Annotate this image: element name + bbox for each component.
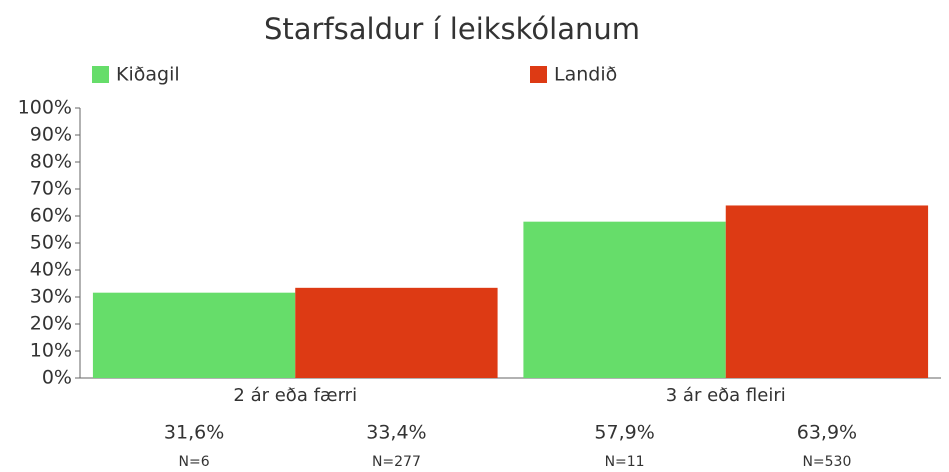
x-tick-label: 2 ár eða færri <box>233 385 357 406</box>
y-tick-label: 40% <box>30 259 72 281</box>
y-tick-label: 20% <box>30 313 72 335</box>
y-tick-label: 0% <box>42 367 72 389</box>
n-label: N=6 <box>179 454 210 470</box>
value-label: 33,4% <box>366 422 426 444</box>
bar <box>725 205 929 378</box>
value-label: 31,6% <box>164 422 224 444</box>
legend-label: Landið <box>554 64 617 86</box>
y-tick-label: 80% <box>30 151 72 173</box>
y-tick-label: 60% <box>30 205 72 227</box>
legend-swatch <box>92 66 109 83</box>
legend-swatch <box>530 66 547 83</box>
value-label: 63,9% <box>797 422 857 444</box>
y-tick-label: 10% <box>30 340 72 362</box>
y-tick-label: 70% <box>30 178 72 200</box>
y-tick-label: 30% <box>30 286 72 308</box>
n-label: N=277 <box>372 454 421 470</box>
bar <box>523 221 726 378</box>
y-tick-label: 100% <box>18 97 72 119</box>
bar <box>92 292 296 378</box>
x-tick-label: 3 ár eða fleiri <box>666 385 786 406</box>
value-label: 57,9% <box>594 422 654 444</box>
n-label: N=11 <box>605 454 645 470</box>
chart-title: Starfsaldur í leikskólanum <box>264 12 640 46</box>
bar <box>295 287 498 378</box>
legend-label: Kiðagil <box>116 64 180 86</box>
y-tick-label: 90% <box>30 124 72 146</box>
n-label: N=530 <box>802 454 851 470</box>
y-tick-label: 50% <box>30 232 72 254</box>
